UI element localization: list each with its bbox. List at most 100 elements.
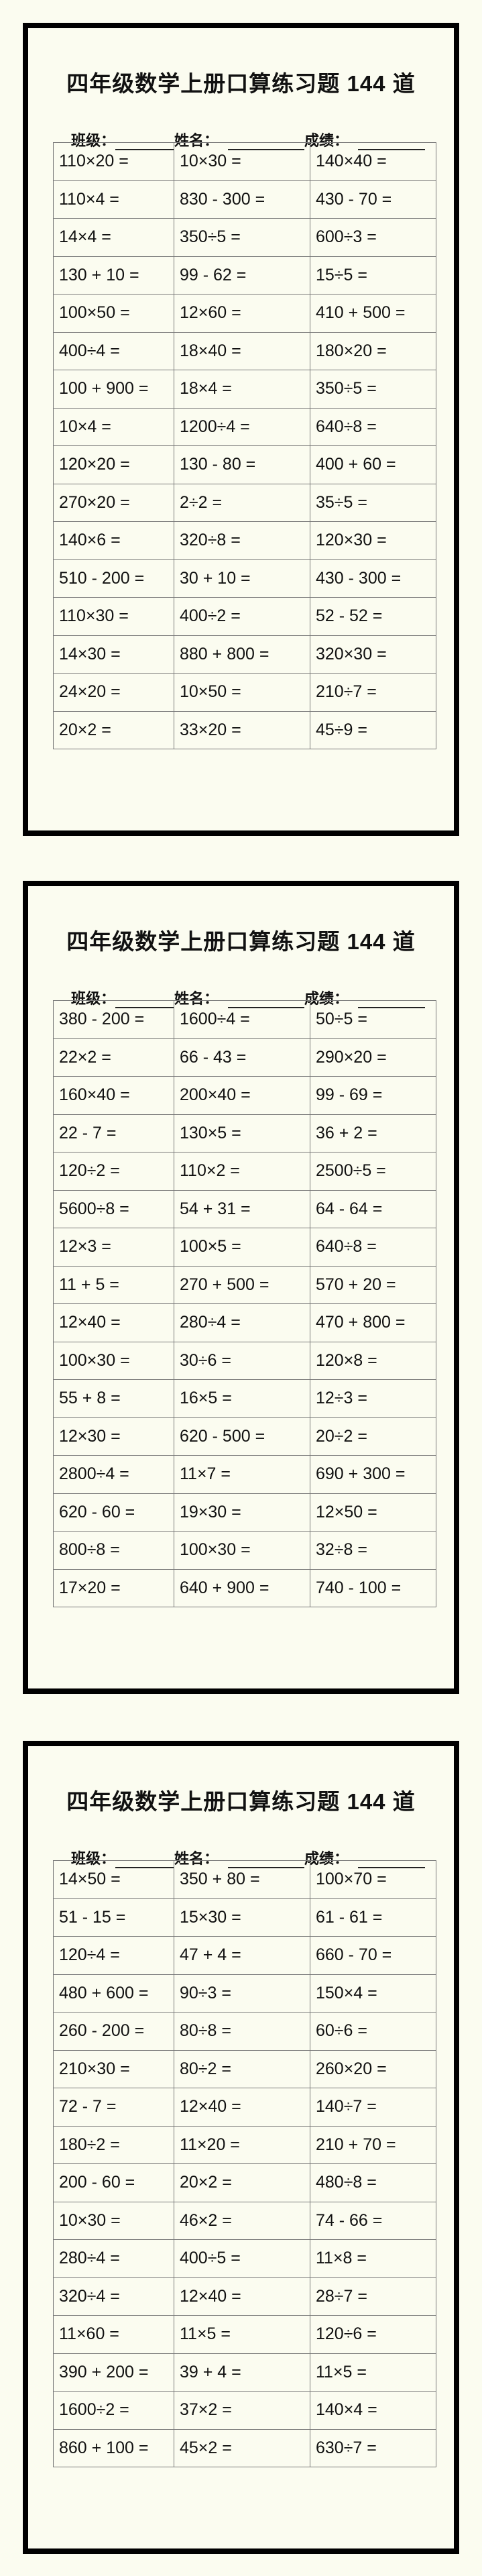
problem-cell: 35÷5 = <box>310 483 436 522</box>
table-row: 160×40 = 200×40 = 99 - 69 = <box>53 1076 436 1115</box>
table-row: 51 - 15 = 15×30 = 61 - 61 = <box>53 1898 436 1937</box>
problem-cell: 11 + 5 = <box>53 1265 174 1304</box>
problem-cell: 470 + 800 = <box>310 1303 436 1342</box>
problem-cell: 100×70 = <box>310 1860 436 1899</box>
problem-cell: 15×30 = <box>174 1898 310 1937</box>
problem-cell: 350 + 80 = <box>174 1860 310 1899</box>
problem-cell: 99 - 62 = <box>174 256 310 294</box>
problem-cell: 47 + 4 = <box>174 1936 310 1975</box>
problem-cell: 61 - 61 = <box>310 1898 436 1937</box>
table-row: 800÷8 = 100×30 = 32÷8 = <box>53 1531 436 1570</box>
problem-cell: 39 + 4 = <box>174 2353 310 2392</box>
problem-cell: 12×3 = <box>53 1228 174 1267</box>
problem-cell: 12×40 = <box>174 2277 310 2316</box>
problem-cell: 130 - 80 = <box>174 445 310 484</box>
problem-cell: 72 - 7 = <box>53 2088 174 2127</box>
problem-cell: 620 - 500 = <box>174 1417 310 1456</box>
table-row: 20×2 = 33×20 = 45÷9 = <box>53 710 436 749</box>
problem-cell: 270×20 = <box>53 483 174 522</box>
table-row: 22 - 7 = 130×5 = 36 + 2 = <box>53 1114 436 1152</box>
problem-cell: 150×4 = <box>310 1974 436 2012</box>
problem-cell: 1200÷4 = <box>174 407 310 446</box>
problem-cell: 11×7 = <box>174 1455 310 1494</box>
problem-cell: 180÷2 = <box>53 2125 174 2164</box>
table-row: 2800÷4 = 11×7 = 690 + 300 = <box>53 1455 436 1494</box>
table-row: 200 - 60 = 20×2 = 480÷8 = <box>53 2163 436 2202</box>
problem-cell: 640÷8 = <box>310 1228 436 1267</box>
problem-cell: 390 + 200 = <box>53 2353 174 2392</box>
problem-cell: 10×50 = <box>174 673 310 712</box>
problem-cell: 400÷5 = <box>174 2239 310 2278</box>
problem-cell: 11×8 = <box>310 2239 436 2278</box>
problem-cell: 210×30 = <box>53 2049 174 2088</box>
problem-cell: 860 + 100 = <box>53 2428 174 2467</box>
problem-cell: 110×4 = <box>53 180 174 219</box>
problem-cell: 380 - 200 = <box>53 1000 174 1039</box>
problem-cell: 24×20 = <box>53 673 174 712</box>
problem-cell: 320×30 = <box>310 635 436 674</box>
problem-cell: 120×30 = <box>310 521 436 560</box>
problem-cell: 350÷5 = <box>310 370 436 409</box>
problem-table: 380 - 200 = 1600÷4 = 50÷5 = 22×2 = 66 - 43 =… <box>53 1000 436 1607</box>
problem-cell: 14×4 = <box>53 218 174 257</box>
problem-cell: 30÷6 = <box>174 1341 310 1380</box>
table-row: 24×20 = 10×50 = 210÷7 = <box>53 673 436 712</box>
problem-cell: 32÷8 = <box>310 1531 436 1570</box>
problem-cell: 140÷7 = <box>310 2088 436 2127</box>
problem-cell: 11×5 = <box>310 2353 436 2392</box>
problem-cell: 110×2 = <box>174 1152 310 1191</box>
problem-cell: 350÷5 = <box>174 218 310 257</box>
worksheet-title: 四年级数学上册口算练习题 144 道 <box>66 929 416 954</box>
problem-cell: 22×2 = <box>53 1038 174 1077</box>
problem-cell: 400÷2 = <box>174 597 310 636</box>
problem-cell: 1600÷2 = <box>53 2391 174 2430</box>
problem-cell: 20÷2 = <box>310 1417 436 1456</box>
problem-cell: 130×5 = <box>174 1114 310 1152</box>
problem-cell: 22 - 7 = <box>53 1114 174 1152</box>
table-row: 11 + 5 = 270 + 500 = 570 + 20 = <box>53 1265 436 1304</box>
table-row: 10×4 = 1200÷4 = 640÷8 = <box>53 407 436 446</box>
table-row: 380 - 200 = 1600÷4 = 50÷5 = <box>53 1000 436 1039</box>
problem-cell: 12×50 = <box>310 1493 436 1532</box>
problem-cell: 290×20 = <box>310 1038 436 1077</box>
table-row: 22×2 = 66 - 43 = 290×20 = <box>53 1038 436 1077</box>
problem-cell: 99 - 69 = <box>310 1076 436 1115</box>
problem-cell: 120×8 = <box>310 1341 436 1380</box>
table-row: 400÷4 = 18×40 = 180×20 = <box>53 331 436 370</box>
problem-table: 110×20 = 10×30 = 140×40 = 110×4 = 830 - 300 … <box>53 142 436 749</box>
problem-cell: 12×30 = <box>53 1417 174 1456</box>
problem-cell: 100×30 = <box>53 1341 174 1380</box>
problem-cell: 280÷4 = <box>53 2239 174 2278</box>
problem-cell: 210 + 70 = <box>310 2125 436 2164</box>
table-row: 100×30 = 30÷6 = 120×8 = <box>53 1341 436 1380</box>
problem-cell: 410 + 500 = <box>310 294 436 333</box>
problem-cell: 10×30 = <box>53 2201 174 2240</box>
problem-cell: 880 + 800 = <box>174 635 310 674</box>
problem-cell: 55 + 8 = <box>53 1379 174 1418</box>
table-row: 11×60 = 11×5 = 120÷6 = <box>53 2315 436 2354</box>
table-row: 5600÷8 = 54 + 31 = 64 - 64 = <box>53 1189 436 1228</box>
problem-cell: 16×5 = <box>174 1379 310 1418</box>
table-row: 17×20 = 640 + 900 = 740 - 100 = <box>53 1568 436 1607</box>
problem-cell: 180×20 = <box>310 331 436 370</box>
problem-cell: 100×5 = <box>174 1228 310 1267</box>
problem-cell: 33×20 = <box>174 710 310 749</box>
problem-cell: 80÷8 = <box>174 2012 310 2051</box>
problem-cell: 90÷3 = <box>174 1974 310 2012</box>
table-row: 72 - 7 = 12×40 = 140÷7 = <box>53 2088 436 2127</box>
table-row: 260 - 200 = 80÷8 = 60÷6 = <box>53 2012 436 2051</box>
problem-cell: 54 + 31 = <box>174 1189 310 1228</box>
table-row: 860 + 100 = 45×2 = 630÷7 = <box>53 2428 436 2467</box>
table-row: 1600÷2 = 37×2 = 140×4 = <box>53 2391 436 2430</box>
problem-cell: 18×40 = <box>174 331 310 370</box>
problem-cell: 30 + 10 = <box>174 559 310 598</box>
problem-cell: 570 + 20 = <box>310 1265 436 1304</box>
problem-cell: 640÷8 = <box>310 407 436 446</box>
problem-cell: 830 - 300 = <box>174 180 310 219</box>
problem-cell: 480÷8 = <box>310 2163 436 2202</box>
table-row: 110×30 = 400÷2 = 52 - 52 = <box>53 597 436 636</box>
problem-cell: 64 - 64 = <box>310 1189 436 1228</box>
problem-cell: 51 - 15 = <box>53 1898 174 1937</box>
table-row: 100×50 = 12×60 = 410 + 500 = <box>53 294 436 333</box>
problem-cell: 400 + 60 = <box>310 445 436 484</box>
